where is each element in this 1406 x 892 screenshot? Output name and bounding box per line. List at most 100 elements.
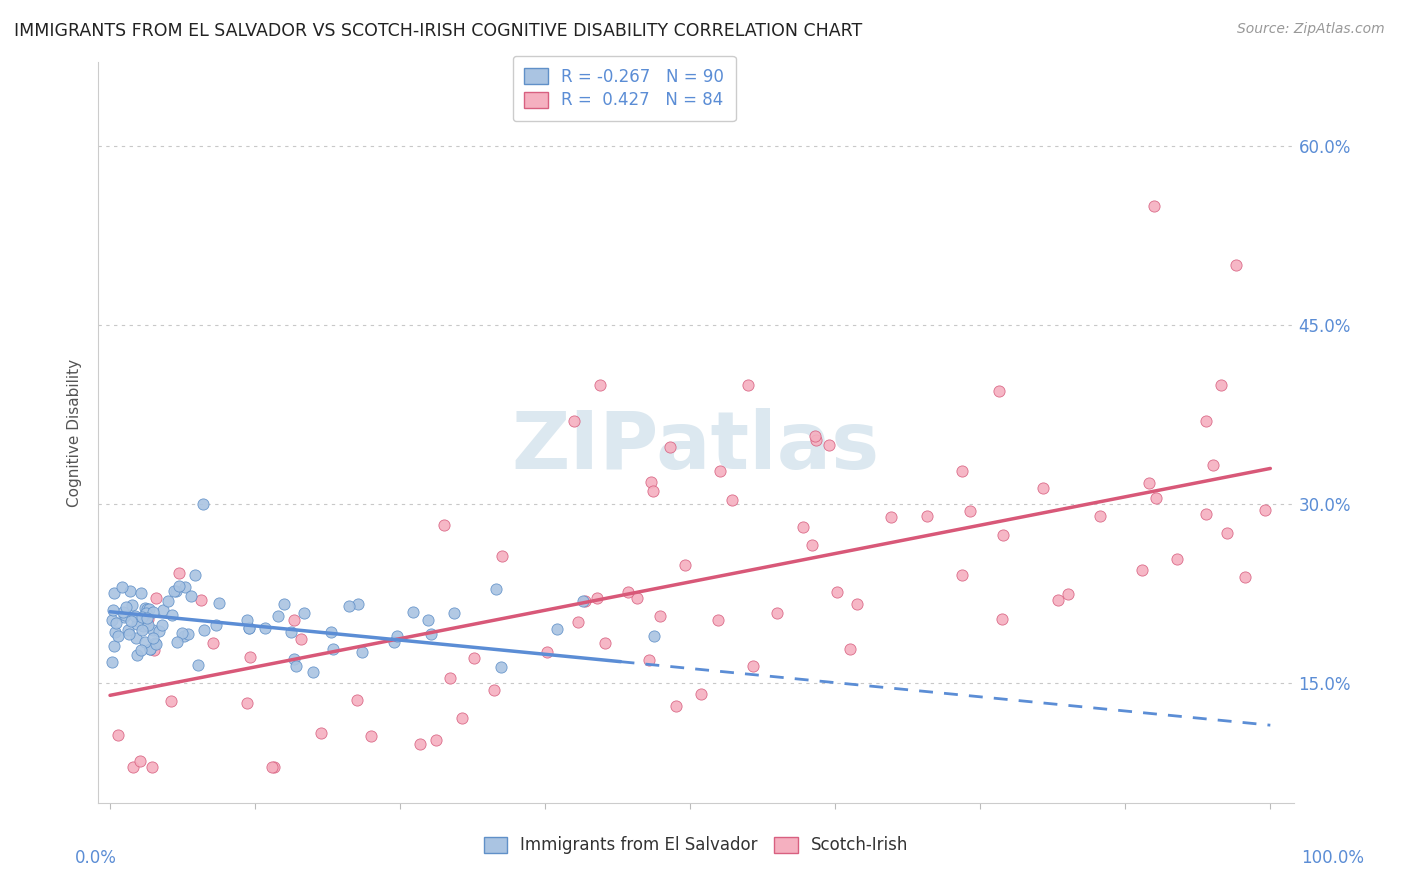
- Point: [160, 608, 183, 623]
- Point: [1090, 509, 1112, 524]
- Point: [360, 729, 382, 743]
- Point: [127, 615, 149, 629]
- Text: 0.0%: 0.0%: [75, 849, 117, 867]
- Point: [673, 558, 696, 573]
- Point: [801, 538, 824, 552]
- Point: [742, 658, 765, 673]
- Point: [236, 613, 259, 627]
- Point: [1216, 525, 1239, 540]
- Point: [991, 528, 1014, 542]
- Point: [160, 694, 183, 708]
- Point: [959, 504, 981, 518]
- Point: [290, 632, 312, 647]
- Point: [1143, 199, 1166, 213]
- Point: [283, 613, 305, 627]
- Point: [617, 584, 640, 599]
- Point: [163, 583, 186, 598]
- Point: [280, 625, 302, 640]
- Point: [125, 616, 148, 631]
- Point: [419, 627, 441, 641]
- Point: [709, 464, 731, 478]
- Point: [385, 629, 408, 643]
- Point: [107, 728, 129, 742]
- Point: [1195, 507, 1218, 521]
- Point: [103, 639, 125, 653]
- Point: [184, 568, 207, 582]
- Point: [950, 464, 973, 478]
- Text: ZIPatlas: ZIPatlas: [512, 409, 880, 486]
- Text: IMMIGRANTS FROM EL SALVADOR VS SCOTCH-IRISH COGNITIVE DISABILITY CORRELATION CHA: IMMIGRANTS FROM EL SALVADOR VS SCOTCH-IR…: [14, 22, 862, 40]
- Point: [402, 605, 425, 619]
- Point: [346, 692, 368, 706]
- Point: [572, 594, 595, 608]
- Point: [1233, 570, 1256, 584]
- Point: [104, 624, 127, 639]
- Point: [880, 510, 903, 524]
- Point: [845, 597, 868, 611]
- Point: [574, 594, 596, 608]
- Point: [1166, 552, 1188, 566]
- Point: [135, 606, 157, 620]
- Y-axis label: Cognitive Disability: Cognitive Disability: [67, 359, 83, 507]
- Point: [145, 636, 167, 650]
- Point: [491, 549, 513, 564]
- Point: [204, 618, 226, 632]
- Point: [915, 509, 938, 524]
- Point: [125, 631, 148, 645]
- Point: [721, 492, 744, 507]
- Point: [125, 648, 148, 662]
- Point: [132, 619, 155, 633]
- Point: [193, 623, 215, 637]
- Point: [567, 615, 589, 629]
- Point: [302, 665, 325, 680]
- Point: [283, 652, 305, 666]
- Point: [1047, 593, 1070, 607]
- Point: [950, 567, 973, 582]
- Point: [804, 429, 827, 443]
- Point: [141, 760, 163, 774]
- Point: [1254, 503, 1277, 517]
- Point: [260, 760, 283, 774]
- Point: [352, 645, 374, 659]
- Point: [267, 608, 290, 623]
- Point: [491, 660, 513, 674]
- Point: [107, 629, 129, 643]
- Point: [129, 586, 152, 600]
- Point: [1032, 481, 1054, 495]
- Point: [101, 613, 124, 627]
- Point: [180, 589, 202, 603]
- Point: [165, 584, 187, 599]
- Point: [991, 612, 1014, 626]
- Point: [238, 621, 260, 635]
- Point: [112, 605, 135, 619]
- Point: [238, 621, 260, 635]
- Point: [562, 414, 585, 428]
- Point: [1144, 491, 1167, 506]
- Point: [202, 636, 225, 650]
- Point: [648, 609, 671, 624]
- Point: [439, 671, 461, 685]
- Point: [167, 579, 190, 593]
- Point: [482, 682, 505, 697]
- Point: [485, 582, 508, 596]
- Text: Source: ZipAtlas.com: Source: ZipAtlas.com: [1237, 22, 1385, 37]
- Point: [765, 606, 787, 620]
- Point: [254, 621, 277, 635]
- Point: [208, 596, 231, 610]
- Point: [150, 618, 173, 632]
- Point: [987, 384, 1010, 398]
- Point: [142, 623, 165, 637]
- Point: [585, 591, 607, 605]
- Point: [135, 602, 157, 616]
- Legend: Immigrants from El Salvador, Scotch-Irish: Immigrants from El Salvador, Scotch-Iris…: [477, 830, 915, 861]
- Point: [536, 645, 558, 659]
- Point: [143, 643, 166, 657]
- Point: [138, 602, 160, 616]
- Point: [101, 655, 124, 669]
- Point: [451, 711, 474, 725]
- Point: [643, 484, 665, 499]
- Point: [463, 650, 485, 665]
- Point: [117, 623, 139, 637]
- Point: [112, 609, 135, 624]
- Point: [114, 599, 136, 614]
